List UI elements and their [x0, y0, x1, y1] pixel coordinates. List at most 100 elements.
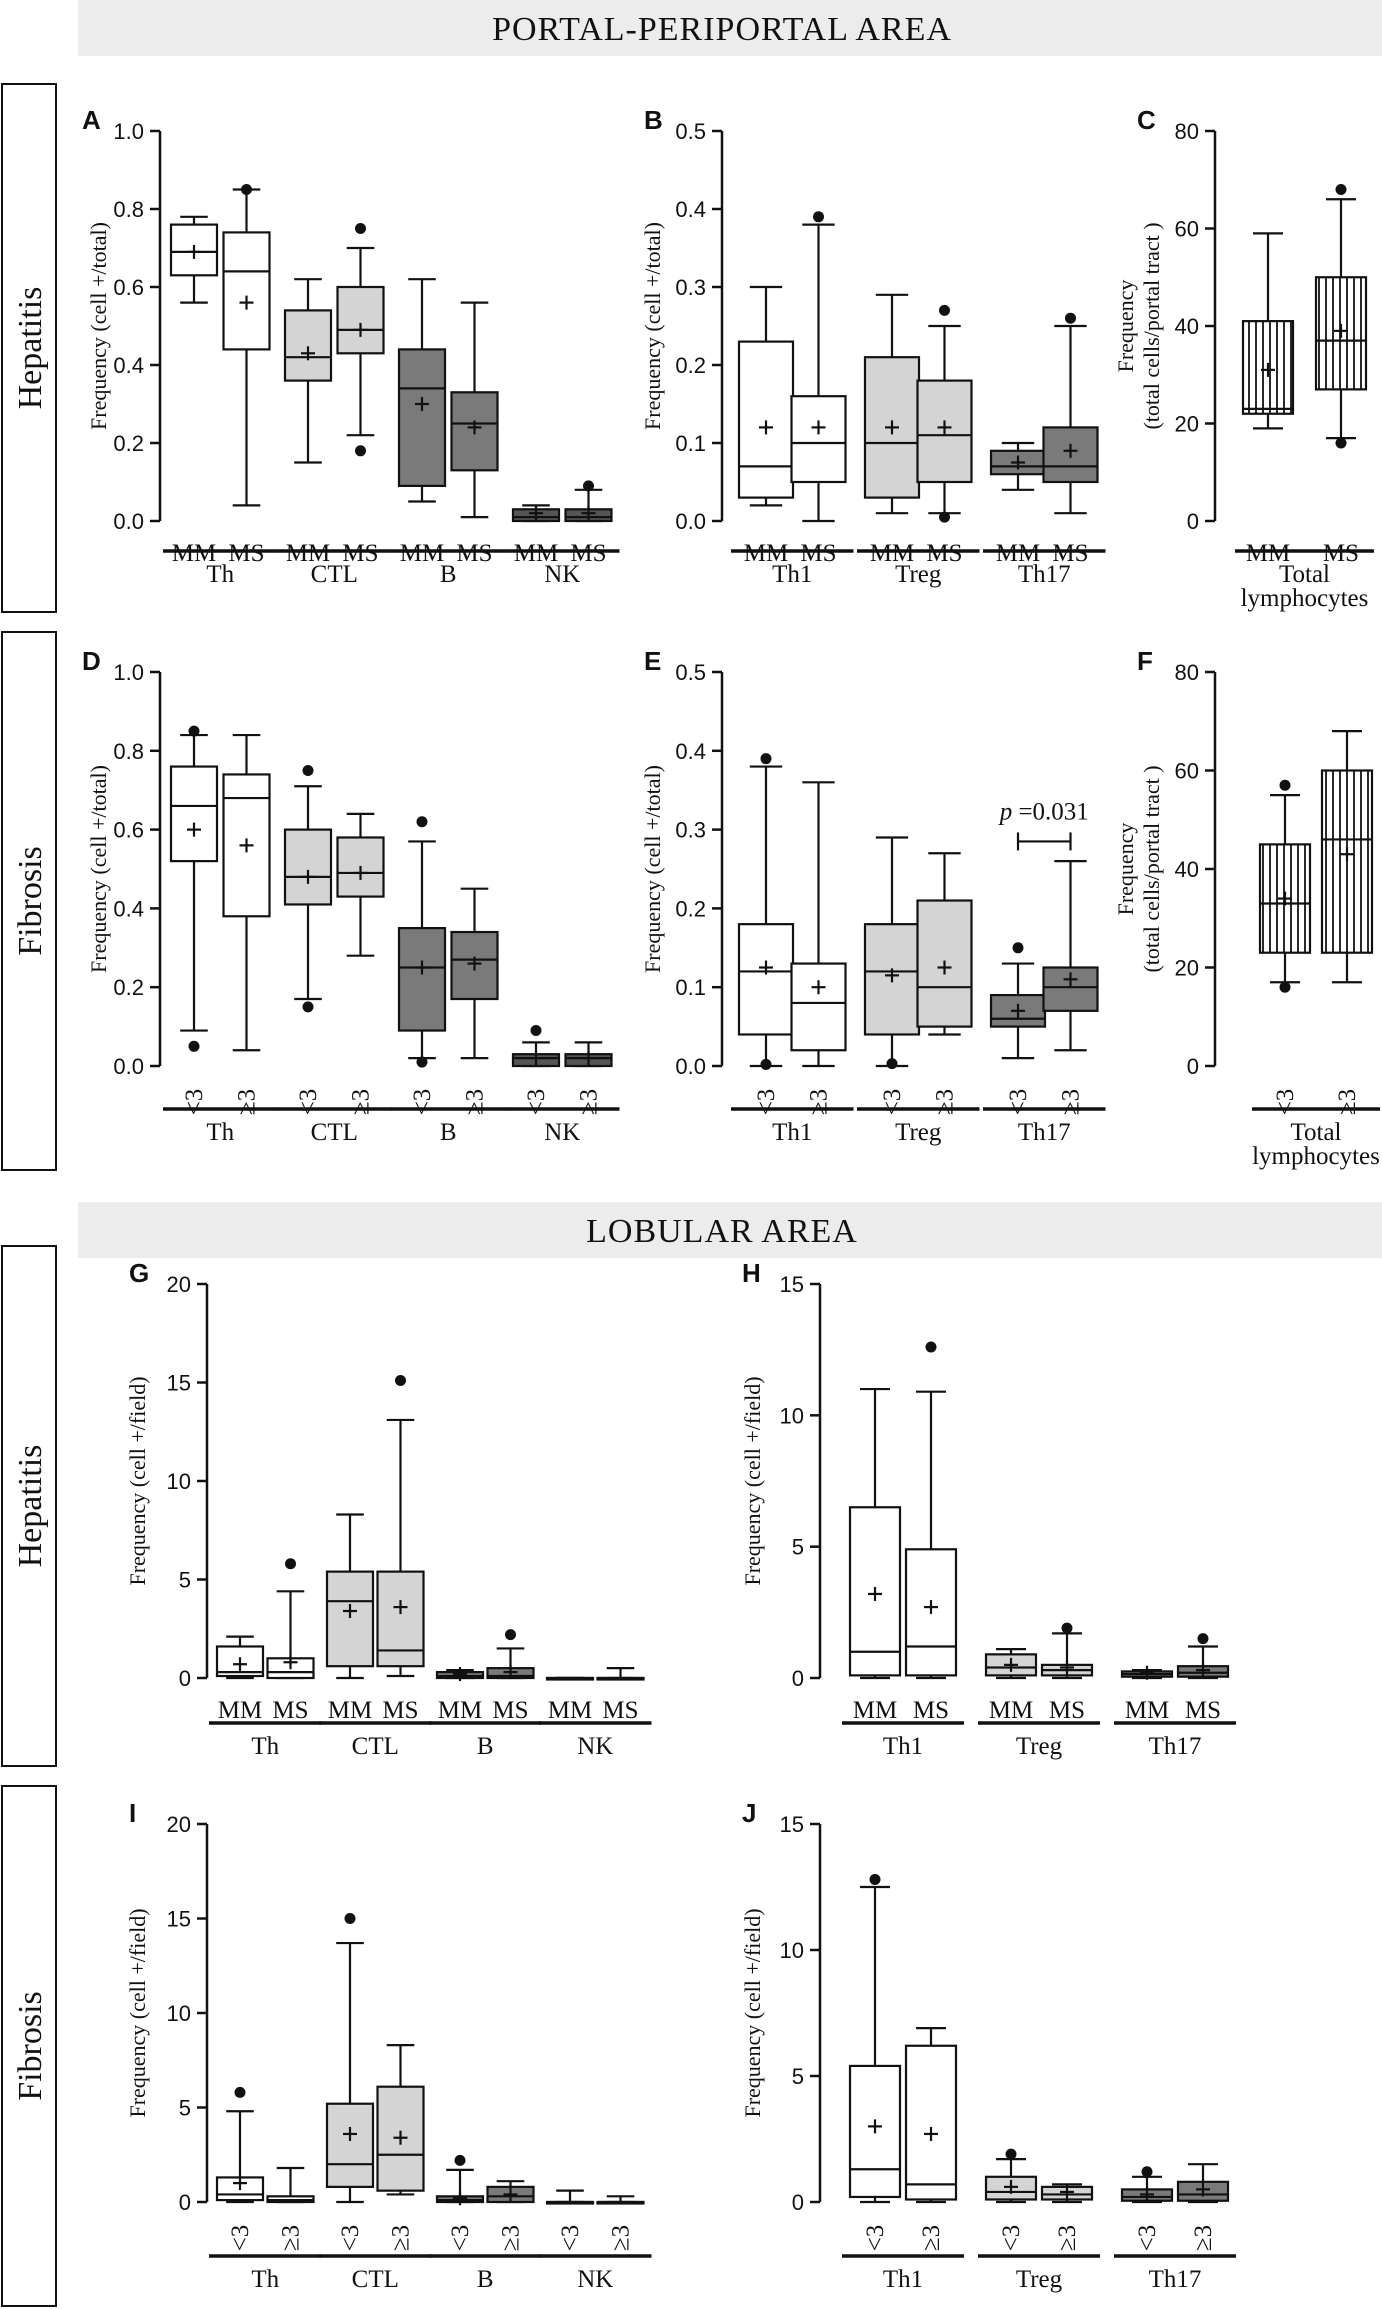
chart-panel-C: C 0 20 40 60 80 Frequency (total cells/portal t… [1113, 105, 1374, 612]
category-label: MM [172, 540, 216, 567]
category-label: MM [548, 1697, 592, 1724]
group-label: Th1 [772, 561, 812, 588]
y-tick-label: 0.3 [675, 275, 706, 300]
outlier-point [1279, 981, 1291, 993]
category-label: MM [744, 540, 788, 567]
group-label: Th17 [1149, 1733, 1202, 1760]
category-label: MS [800, 540, 836, 567]
chart-panel-A: A 0.0 0.2 0.4 0.6 0.8 1.0 Frequency (cell +/tot… [82, 105, 620, 588]
group-label: CTL [352, 1733, 399, 1760]
y-tick-label: 0 [1187, 509, 1199, 534]
box-th1-mm [737, 340, 795, 499]
category-label: <3 [337, 2225, 364, 2252]
y-tick-label: 40 [1175, 857, 1199, 882]
chart-panel-F: F 0 20 40 60 80 Frequency (total cells/portal t… [1113, 646, 1380, 1170]
outlier-point [355, 445, 366, 457]
y-tick-label: 0.2 [113, 431, 144, 456]
outlier-point [886, 1058, 898, 1070]
y-tick-label: 0.5 [675, 660, 706, 685]
group-label: B [477, 1733, 494, 1760]
y-axis-label: (total cells/portal tract ) [1139, 765, 1164, 972]
row-label-fibrosis-lobular: Fibrosis [12, 1991, 49, 2101]
section-band-lobular [78, 1202, 1382, 1258]
y-axis-label: Frequency (cell +/field) [125, 1908, 150, 2117]
y-tick-label: 20 [167, 1812, 191, 1837]
category-label: <3 [227, 2225, 254, 2252]
group-label: NK [544, 1119, 580, 1146]
y-axis-label: Frequency (cell +/field) [125, 1376, 150, 1585]
outlier-point [355, 223, 366, 234]
chart-panel-J: J 0 5 10 15 Frequency (cell +/field) <3 ≥3 <3 ≥3 <… [740, 1798, 1236, 2293]
panel-letter-I: I [129, 1798, 136, 1828]
outlier-point [869, 1873, 881, 1885]
y-tick-label: 15 [167, 1371, 191, 1396]
category-label: <3 [862, 2225, 889, 2252]
category-label: MM [286, 540, 330, 567]
chart-panel-G: G 0 5 10 15 20 Frequency (cell +/field) MM MS MM M… [125, 1258, 652, 1760]
outlier-point [285, 1558, 296, 1570]
y-tick-label: 0.8 [113, 739, 144, 764]
y-tick-label: 0 [792, 1666, 804, 1691]
outlier-point [760, 1058, 772, 1070]
group-label: Total [1290, 1119, 1341, 1146]
y-tick-label: 0.4 [113, 896, 144, 921]
group-label: B [440, 561, 457, 588]
outlier-point [1279, 779, 1291, 791]
y-tick-label: 0.0 [675, 1054, 706, 1079]
outlier-point [925, 1341, 937, 1353]
outlier-point [1335, 437, 1347, 449]
group-label: Th [251, 2266, 279, 2293]
y-tick-label: 0 [1187, 1054, 1199, 1079]
group-label: Th [206, 561, 234, 588]
box-ctl-ms [336, 285, 385, 355]
outlier-point [1005, 2148, 1017, 2160]
category-label: MM [996, 540, 1040, 567]
group-label: B [477, 2266, 494, 2293]
category-label: MS [570, 540, 606, 567]
section-title-lobular: LOBULAR AREA [586, 1213, 858, 1250]
y-axis-label: Frequency (cell +/total) [640, 222, 665, 430]
outlier-point [1335, 184, 1347, 195]
box-th1-ge3 [904, 2044, 958, 2201]
outlier-point [302, 765, 314, 776]
y-tick-label: 5 [792, 2064, 804, 2089]
y-tick-label: 0.0 [113, 509, 144, 534]
group-label: lymphocytes [1241, 585, 1369, 612]
box-total-lymphocytes-ms [1314, 276, 1368, 391]
row-box-fibrosis-lobular [1, 1785, 57, 2307]
significance-label: p =0.031 [998, 798, 1089, 825]
category-label: MS [1323, 540, 1359, 567]
group-label: CTL [311, 1119, 358, 1146]
y-tick-label: 20 [1175, 956, 1199, 981]
outlier-point [188, 725, 200, 737]
chart-panel-D: D 0.0 0.2 0.4 0.6 0.8 1.0 Frequency (cell +/tot… [82, 646, 620, 1146]
category-label: <3 [523, 1089, 550, 1116]
category-label: MM [989, 1697, 1033, 1724]
group-label: Th17 [1018, 561, 1071, 588]
category-label: <3 [1005, 1089, 1032, 1116]
box-ctl-ms [376, 1570, 425, 1668]
y-axis-label: Frequency [1113, 280, 1138, 373]
group-label: Th [206, 1119, 234, 1146]
y-tick-label: 20 [167, 1272, 191, 1297]
box-ctl-mm [283, 309, 333, 382]
y-tick-label: 0.5 [675, 119, 706, 144]
group-label: NK [544, 561, 580, 588]
outlier-point [416, 1056, 428, 1068]
panel-letter-C: C [1137, 105, 1156, 135]
section-title-portal: PORTAL-PERIPORTAL AREA [492, 11, 952, 48]
y-tick-label: 0.0 [675, 509, 706, 534]
y-tick-label: 80 [1175, 660, 1199, 685]
category-label: MS [456, 540, 492, 567]
category-label: ≥3 [608, 2225, 635, 2251]
category-label: MM [870, 540, 914, 567]
panel-letter-H: H [742, 1258, 761, 1288]
group-label: B [440, 1119, 457, 1146]
outlier-point [1065, 312, 1076, 324]
y-axis-label: Frequency (cell +/total) [86, 222, 111, 430]
outlier-point [302, 1001, 314, 1013]
panel-letter-D: D [82, 646, 101, 676]
section-band-portal [78, 0, 1382, 56]
outlier-point [813, 211, 824, 223]
